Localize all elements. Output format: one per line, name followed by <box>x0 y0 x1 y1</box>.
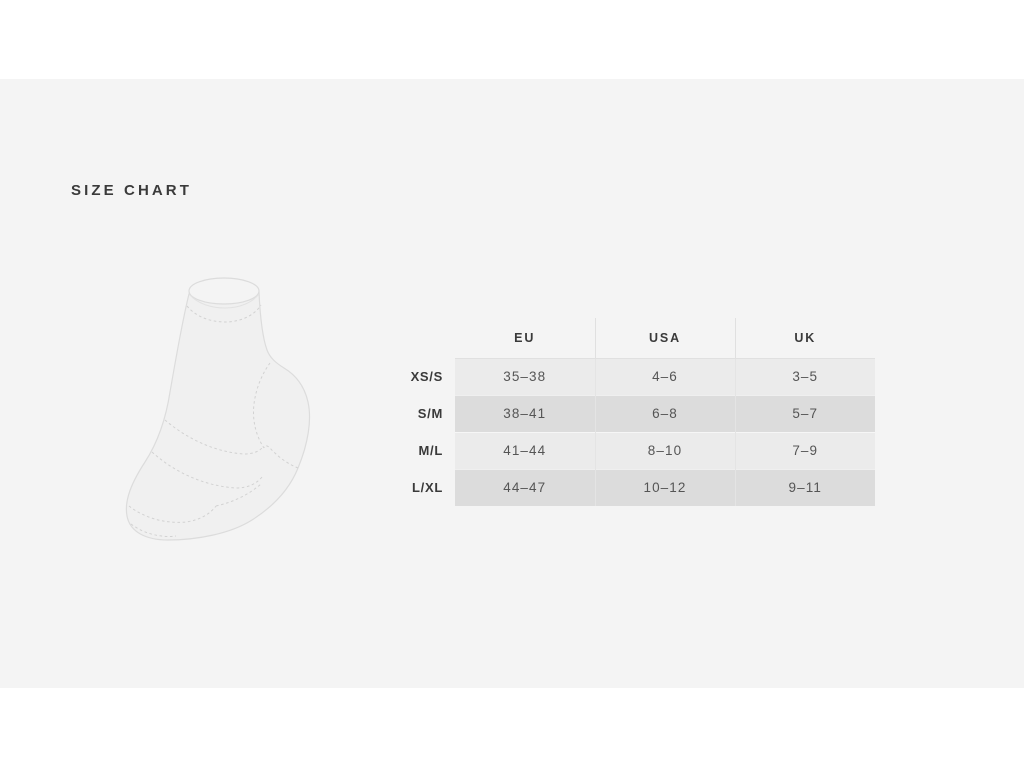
column-header-usa: USA <box>594 318 735 359</box>
row-label-s-m: S/M <box>417 406 443 421</box>
table-row: XS/S 35–38 4–6 3–5 <box>393 358 875 395</box>
table-row: L/XL 44–47 10–12 9–11 <box>393 468 875 506</box>
cell-usa-xs-s: 4–6 <box>594 358 735 395</box>
table-row: S/M 38–41 6–8 5–7 <box>393 394 875 432</box>
cell-usa-s-m: 6–8 <box>594 394 735 432</box>
column-header-uk: UK <box>734 318 875 359</box>
table-row: M/L 41–44 8–10 7–9 <box>393 431 875 469</box>
table-header-row: EU USA UK <box>393 318 875 359</box>
cell-eu-m-l: 41–44 <box>455 431 595 469</box>
table-header: EU USA UK <box>393 318 875 359</box>
page-title: SIZE CHART <box>71 182 192 199</box>
column-header-eu: EU <box>455 318 595 359</box>
cell-eu-s-m: 38–41 <box>455 394 595 432</box>
sock-illustration <box>112 262 334 550</box>
size-chart-table: EU USA UK XS/S 35–38 4–6 3–5 S/M 38–41 6… <box>393 318 875 506</box>
table-body: XS/S 35–38 4–6 3–5 S/M 38–41 6–8 5–7 M/L… <box>393 358 875 506</box>
row-label-l-xl: L/XL <box>412 480 443 495</box>
cell-uk-xs-s: 3–5 <box>734 358 875 395</box>
cell-eu-l-xl: 44–47 <box>455 468 595 506</box>
cell-usa-l-xl: 10–12 <box>594 468 735 506</box>
cell-uk-m-l: 7–9 <box>734 431 875 469</box>
column-header-size <box>393 318 455 358</box>
cell-uk-l-xl: 9–11 <box>734 468 875 506</box>
row-label-m-l: M/L <box>418 443 443 458</box>
cell-uk-s-m: 5–7 <box>734 394 875 432</box>
row-label-xs-s: XS/S <box>410 369 443 385</box>
cell-eu-xs-s: 35–38 <box>455 358 595 395</box>
cell-usa-m-l: 8–10 <box>594 431 735 469</box>
